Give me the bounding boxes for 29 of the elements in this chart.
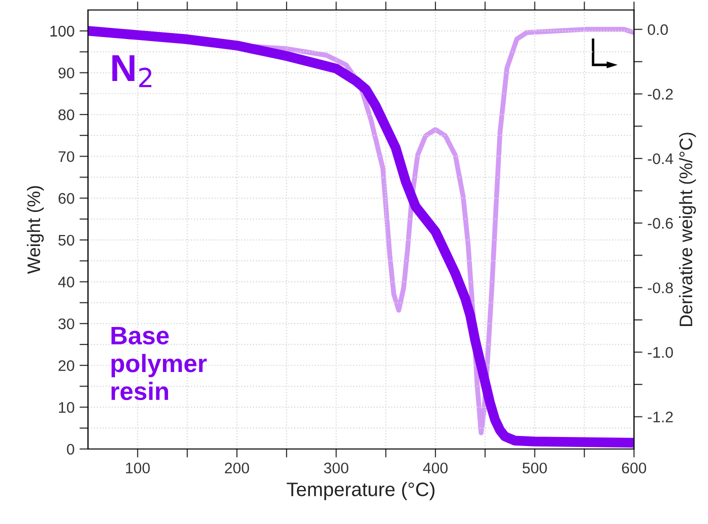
y2-tick-label: -0.4: [648, 153, 674, 164]
y-tick-label: 30: [58, 318, 74, 330]
annotation: Base polymer resin: [111, 327, 207, 400]
y-axis-title: Weight (%): [26, 186, 44, 274]
y2-tick-label: -0.8: [648, 282, 673, 294]
y-tick-label: 80: [58, 109, 74, 120]
y2-tick-label: -0.6: [648, 218, 673, 229]
y2-tick-label: -1.2: [648, 412, 673, 422]
y-tick-label: 70: [58, 151, 74, 162]
y-tick-label: 90: [58, 68, 74, 78]
y-tick-label: 20: [58, 360, 74, 372]
y2-tick-label: 0.0: [648, 24, 668, 36]
x-tick-label: 200: [224, 462, 250, 474]
x-tick-label: 600: [622, 462, 646, 474]
y-tick-label: 0: [66, 444, 74, 455]
y-tick-label: 50: [58, 234, 74, 246]
x-tick-label: 300: [324, 462, 348, 474]
y2-tick-label: -1.0: [648, 347, 673, 358]
y-tick-label: 10: [58, 402, 74, 413]
y-tick-label: 60: [58, 193, 74, 204]
x-tick-label: 500: [522, 462, 547, 474]
y2-tick-label: -0.2: [648, 88, 673, 100]
x-tick-label: 100: [126, 462, 150, 474]
y2-axis-title: Derivative weight (%/°C): [679, 132, 696, 326]
y-tick-label: 40: [58, 276, 74, 288]
annotation: N$_{2}$: [112, 55, 152, 88]
x-axis-title: Temperature (°C): [286, 482, 434, 500]
y-tick-label: 100: [50, 26, 74, 37]
x-tick-label: 400: [423, 462, 448, 474]
